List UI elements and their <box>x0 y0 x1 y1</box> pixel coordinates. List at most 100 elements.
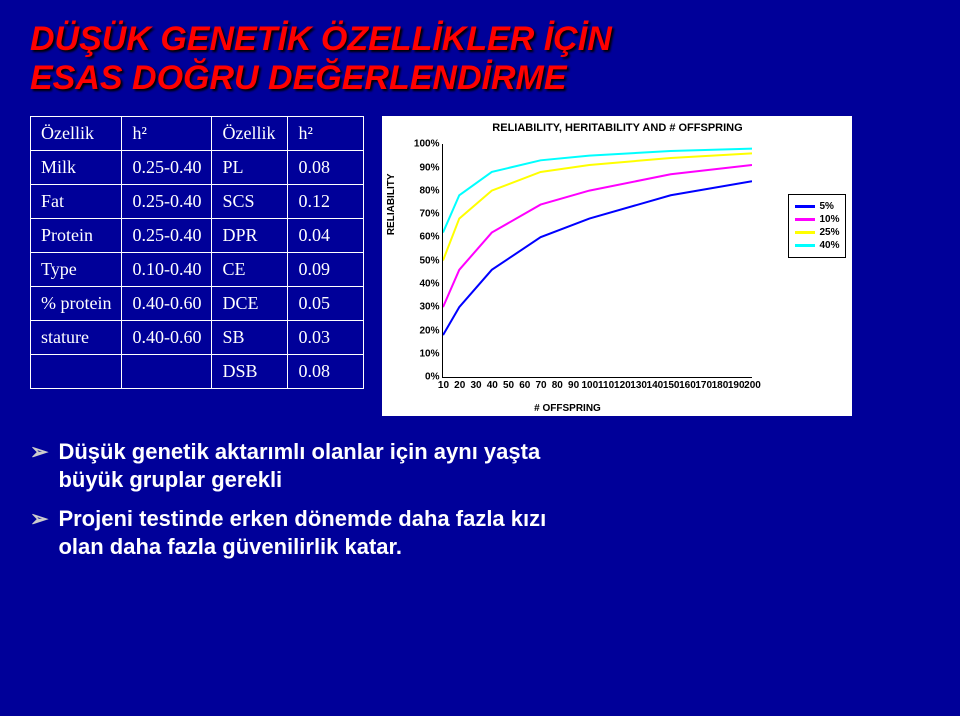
xtick: 100 <box>582 377 599 391</box>
reliability-chart: RELIABILITY, HERITABILITY AND # OFFSPRIN… <box>382 116 852 416</box>
table-row: Fat0.25-0.40SCS0.12 <box>31 185 364 219</box>
table-cell: 0.25-0.40 <box>122 151 212 185</box>
table-cell: 0.08 <box>288 151 364 185</box>
table-cell: 0.03 <box>288 321 364 355</box>
ytick: 50% <box>419 255 443 266</box>
chart-ylabel: RELIABILITY <box>386 174 397 236</box>
xtick: 120 <box>614 377 631 391</box>
xtick: 70 <box>536 377 547 391</box>
ytick: 70% <box>419 209 443 220</box>
series-line <box>443 181 752 335</box>
table-cell: Milk <box>31 151 122 185</box>
legend-label: 40% <box>819 240 839 251</box>
table-cell: 0.05 <box>288 287 364 321</box>
ytick: 90% <box>419 162 443 173</box>
xtick: 80 <box>552 377 563 391</box>
traits-table: Özellikh²Özellikh² Milk0.25-0.40PL0.08Fa… <box>30 116 364 389</box>
slide-title: DÜŞÜK GENETİK ÖZELLİKLER İÇİN ESAS DOĞRU… <box>30 20 930 98</box>
legend-item: 10% <box>795 214 839 225</box>
xtick: 60 <box>519 377 530 391</box>
title-line1: DÜŞÜK GENETİK ÖZELLİKLER İÇİN <box>30 20 612 58</box>
ytick: 80% <box>419 185 443 196</box>
xtick: 20 <box>454 377 465 391</box>
xtick: 130 <box>630 377 647 391</box>
table-header: h² <box>122 117 212 151</box>
bullet-text: Projeni testinde erken dönemde daha fazl… <box>58 505 590 560</box>
legend-label: 5% <box>819 201 833 212</box>
table-cell: CE <box>212 253 288 287</box>
chart-title: RELIABILITY, HERITABILITY AND # OFFSPRIN… <box>382 116 852 134</box>
legend-item: 5% <box>795 201 839 212</box>
xtick: 200 <box>744 377 761 391</box>
legend-swatch <box>795 231 815 234</box>
table-cell: PL <box>212 151 288 185</box>
table-row: % protein0.40-0.60DCE0.05 <box>31 287 364 321</box>
bullet-item: ➢Düşük genetik aktarımlı olanlar için ay… <box>30 438 590 493</box>
xtick: 30 <box>470 377 481 391</box>
table-cell: DPR <box>212 219 288 253</box>
legend-item: 40% <box>795 240 839 251</box>
table-cell: 0.40-0.60 <box>122 287 212 321</box>
bullet-marker-icon: ➢ <box>30 438 48 493</box>
table-cell: 0.40-0.60 <box>122 321 212 355</box>
legend-item: 25% <box>795 227 839 238</box>
table-cell: 0.25-0.40 <box>122 185 212 219</box>
legend-swatch <box>795 218 815 221</box>
bullet-list: ➢Düşük genetik aktarımlı olanlar için ay… <box>30 438 590 560</box>
table-cell: 0.04 <box>288 219 364 253</box>
table-cell: 0.08 <box>288 355 364 389</box>
table-cell: 0.10-0.40 <box>122 253 212 287</box>
xtick: 180 <box>712 377 729 391</box>
xtick: 140 <box>647 377 664 391</box>
table-cell: Protein <box>31 219 122 253</box>
table-cell: Fat <box>31 185 122 219</box>
bullet-text: Düşük genetik aktarımlı olanlar için ayn… <box>58 438 590 493</box>
xtick: 90 <box>568 377 579 391</box>
bullet-item: ➢Projeni testinde erken dönemde daha faz… <box>30 505 590 560</box>
table-cell <box>122 355 212 389</box>
legend-label: 10% <box>819 214 839 225</box>
xtick: 40 <box>487 377 498 391</box>
table-header: Özellik <box>212 117 288 151</box>
table-row: stature0.40-0.60SB0.03 <box>31 321 364 355</box>
chart-xlabel: # OFFSPRING <box>382 403 752 414</box>
chart-legend: 5% 10% 25% 40% <box>788 194 846 258</box>
xtick: 50 <box>503 377 514 391</box>
xtick: 110 <box>598 377 614 391</box>
table-cell: 0.09 <box>288 253 364 287</box>
table-row: DSB0.08 <box>31 355 364 389</box>
table-cell: Type <box>31 253 122 287</box>
series-line <box>443 165 752 307</box>
table-cell: 0.12 <box>288 185 364 219</box>
table-cell: 0.25-0.40 <box>122 219 212 253</box>
ytick: 60% <box>419 232 443 243</box>
xtick: 150 <box>663 377 680 391</box>
table-cell: SB <box>212 321 288 355</box>
table-cell: DCE <box>212 287 288 321</box>
xtick: 10 <box>438 377 449 391</box>
table-cell: % protein <box>31 287 122 321</box>
series-line <box>443 149 752 233</box>
xtick: 190 <box>728 377 745 391</box>
table-cell: DSB <box>212 355 288 389</box>
table-row: Protein0.25-0.40DPR0.04 <box>31 219 364 253</box>
ytick: 40% <box>419 279 443 290</box>
table-row: Milk0.25-0.40PL0.08 <box>31 151 364 185</box>
table-row: Type0.10-0.40CE0.09 <box>31 253 364 287</box>
ytick: 30% <box>419 302 443 313</box>
table-header: h² <box>288 117 364 151</box>
ytick: 20% <box>419 325 443 336</box>
table-cell: SCS <box>212 185 288 219</box>
legend-swatch <box>795 244 815 247</box>
legend-swatch <box>795 205 815 208</box>
legend-label: 25% <box>819 227 839 238</box>
table-cell <box>31 355 122 389</box>
bullet-marker-icon: ➢ <box>30 505 48 560</box>
table-cell: stature <box>31 321 122 355</box>
ytick: 100% <box>414 139 444 150</box>
title-line2: ESAS DOĞRU DEĞERLENDİRME <box>30 59 567 97</box>
xtick: 160 <box>679 377 696 391</box>
xtick: 170 <box>695 377 712 391</box>
ytick: 10% <box>419 348 443 359</box>
table-header: Özellik <box>31 117 122 151</box>
